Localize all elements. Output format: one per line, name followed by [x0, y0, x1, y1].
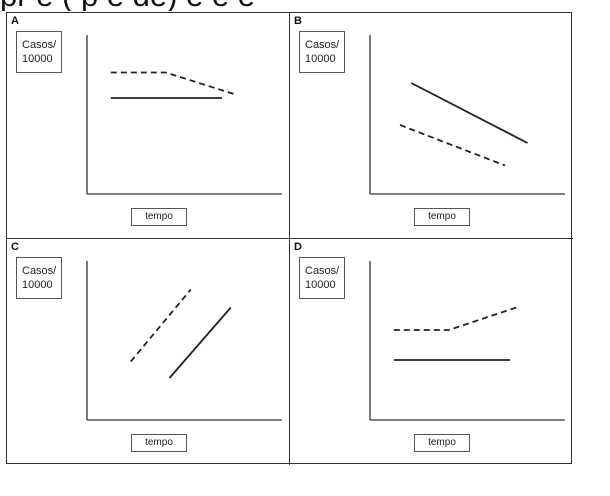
y-axis-label: Casos/ 10000 [299, 257, 345, 299]
plot-area [86, 261, 282, 421]
dashed-series-line [110, 71, 238, 96]
x-axis-label: tempo [131, 208, 187, 226]
plot-area [369, 35, 565, 195]
y-axis-label: Casos/ 10000 [16, 31, 62, 73]
y-axis-label: Casos/ 10000 [299, 31, 345, 73]
chart-panel-c: C Casos/ 10000 tempo [7, 239, 290, 465]
panel-label: D [294, 241, 302, 253]
dashed-series-line [393, 306, 517, 331]
dashed-series-line [399, 124, 506, 167]
x-axis-label: tempo [414, 434, 470, 452]
dashed-series-line [130, 288, 192, 363]
chart-panel-a: A Casos/ 10000 tempo [7, 13, 290, 239]
panel-label: B [294, 15, 302, 27]
plot-area [86, 35, 282, 195]
x-axis-label: tempo [414, 208, 470, 226]
panel-label: C [11, 241, 19, 253]
solid-series-line [410, 82, 528, 144]
plot-area [369, 261, 565, 421]
chart-panel-d: D Casos/ 10000 tempo [290, 239, 573, 465]
x-axis-label: tempo [131, 434, 187, 452]
chart-panel-b: B Casos/ 10000 tempo [290, 13, 573, 239]
panel-label: A [11, 15, 19, 27]
y-axis-label: Casos/ 10000 [16, 257, 62, 299]
figure-grid: A Casos/ 10000 tempo B Casos/ 10000 temp… [6, 12, 573, 465]
solid-series-line [168, 306, 232, 379]
cut-off-header-text: pr e ( p e de) e e e [0, 0, 610, 11]
